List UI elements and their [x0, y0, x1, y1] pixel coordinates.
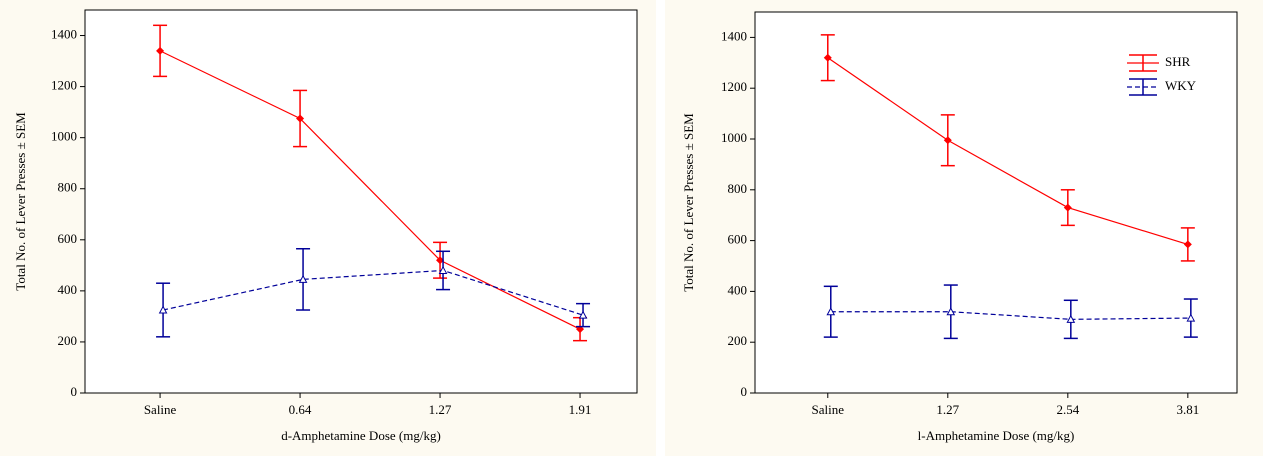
legend-label: SHR [1165, 54, 1191, 69]
y-tick-label: 400 [728, 282, 748, 297]
y-tick-label: 200 [728, 333, 748, 348]
y-tick-label: 0 [71, 384, 78, 399]
y-axis-label: Total No. of Lever Presses ± SEM [681, 113, 696, 292]
x-axis-label: l-Amphetamine Dose (mg/kg) [918, 428, 1075, 443]
y-tick-label: 600 [728, 232, 748, 247]
x-tick-label: 2.54 [1056, 402, 1079, 417]
marker [298, 274, 308, 283]
marker [943, 136, 952, 145]
plot-area [84, 9, 638, 394]
marker [1066, 314, 1076, 323]
series-line [830, 311, 1191, 320]
y-tick-label: 0 [741, 384, 748, 399]
y-tick-label: 800 [58, 180, 78, 195]
y-axis-label: Total No. of Lever Presses ± SEM [13, 112, 28, 291]
marker [578, 310, 588, 319]
y-tick-label: 1200 [51, 78, 77, 93]
x-tick-label: 1.27 [936, 402, 959, 417]
marker [158, 305, 168, 314]
marker [1183, 240, 1192, 249]
marker [296, 114, 305, 123]
plot-area [754, 11, 1238, 394]
x-tick-label: Saline [812, 402, 845, 417]
series-line [159, 50, 581, 330]
x-tick-label: 0.64 [289, 402, 312, 417]
marker [946, 307, 956, 316]
marker [438, 265, 448, 274]
series-line [827, 57, 1189, 245]
marker [156, 46, 165, 55]
y-tick-label: 400 [58, 282, 78, 297]
marker [826, 307, 836, 316]
x-tick-label: 3.81 [1176, 402, 1199, 417]
y-tick-label: 1400 [721, 28, 747, 43]
x-tick-label: 1.91 [569, 402, 592, 417]
marker [1063, 203, 1072, 212]
y-tick-label: 200 [58, 333, 78, 348]
x-axis-label: d-Amphetamine Dose (mg/kg) [281, 428, 441, 443]
y-tick-label: 1000 [51, 129, 77, 144]
x-tick-label: Saline [144, 402, 177, 417]
y-tick-label: 800 [728, 181, 748, 196]
y-tick-label: 1000 [721, 130, 747, 145]
x-tick-label: 1.27 [429, 402, 452, 417]
legend-label: WKY [1165, 78, 1197, 93]
marker [436, 256, 445, 265]
y-tick-label: 600 [58, 231, 78, 246]
y-tick-label: 1400 [51, 27, 77, 42]
marker [823, 53, 832, 62]
marker [1186, 313, 1196, 322]
y-tick-label: 1200 [721, 79, 747, 94]
